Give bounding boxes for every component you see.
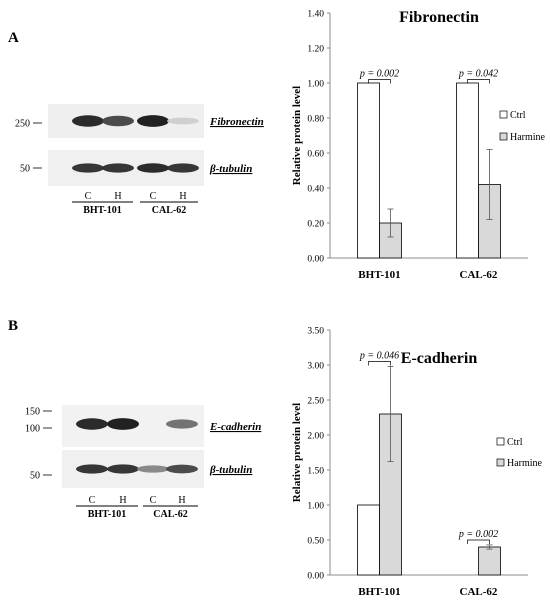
- lane-label: C: [150, 191, 157, 202]
- legend-label: Ctrl: [510, 110, 526, 121]
- lane-label: C: [85, 191, 92, 202]
- bar-ctrl-bht-101: [357, 504, 380, 576]
- lane-label: H: [178, 495, 185, 506]
- group-label: CAL-62: [153, 509, 187, 520]
- y-tick-label: 0.80: [307, 115, 324, 125]
- y-axis-label: Relative protein level: [291, 403, 303, 502]
- legend-label: Harmine: [507, 458, 543, 469]
- bar-ctrl-cal-62: [456, 82, 479, 259]
- protein-band: [166, 419, 198, 429]
- group-label: CAL-62: [152, 205, 186, 216]
- y-tick-label: 1.50: [307, 467, 324, 477]
- protein-band: [72, 163, 104, 173]
- significance-bracket: [467, 79, 490, 84]
- y-tick-label: 0.50: [307, 537, 324, 547]
- legend-label: Harmine: [510, 132, 546, 143]
- molecular-weight-marker: 100: [25, 424, 40, 435]
- lane-label: C: [150, 495, 157, 506]
- protein-band: [167, 117, 199, 125]
- p-value-label: p = 0.046: [359, 351, 399, 362]
- y-tick-label: 0.40: [307, 185, 324, 195]
- y-tick-label: 0.20: [307, 220, 324, 230]
- y-tick-label: 1.40: [307, 10, 324, 20]
- protein-band: [137, 163, 169, 173]
- protein-band: [137, 115, 169, 127]
- protein-band: [102, 163, 134, 173]
- protein-band: [102, 115, 134, 127]
- blot-band-label: β-tubulin: [209, 163, 252, 175]
- legend-swatch: [499, 132, 508, 141]
- bar-chart-e-cadherin: 0.00 0.50 1.00 1.50 2.00 2.50 3.00 3.50 E-cadher…: [291, 327, 543, 599]
- legend-swatch: [499, 110, 508, 119]
- molecular-weight-marker: 150: [25, 407, 40, 418]
- western-blot-a: Fibronectin β-tubulin 250 50 C H C H BHT-101 CAL-…: [15, 104, 264, 216]
- category-label: CAL-62: [460, 586, 498, 598]
- p-value-label: p = 0.002: [458, 529, 498, 540]
- panel-letter-a: A: [8, 30, 19, 46]
- significance-bracket: [368, 79, 391, 84]
- p-value-label: p = 0.002: [359, 69, 399, 80]
- protein-band: [107, 464, 139, 474]
- y-tick-label: 2.00: [307, 432, 324, 442]
- lane-label: H: [119, 495, 126, 506]
- protein-band: [76, 464, 108, 474]
- lane-label: H: [179, 191, 186, 202]
- category-label: BHT-101: [358, 269, 400, 281]
- y-axis-label: Relative protein level: [291, 86, 303, 185]
- bar-harmine-cal-62: [478, 546, 501, 576]
- panel-letter-b: B: [8, 318, 18, 334]
- category-label: BHT-101: [358, 586, 400, 598]
- molecular-weight-marker: 50: [20, 164, 30, 175]
- protein-band: [167, 163, 199, 173]
- group-label: BHT-101: [83, 205, 122, 216]
- legend-swatch: [496, 437, 505, 446]
- legend-swatch: [496, 458, 505, 467]
- category-label: CAL-62: [460, 269, 498, 281]
- chart-title: Fibronectin: [399, 9, 479, 26]
- y-tick-label: 0.00: [307, 255, 324, 265]
- legend-label: Ctrl: [507, 437, 523, 448]
- group-label: BHT-101: [88, 509, 127, 520]
- protein-band: [72, 115, 104, 127]
- significance-bracket: [368, 361, 391, 366]
- p-value-label: p = 0.042: [458, 69, 498, 80]
- protein-band: [76, 418, 108, 430]
- lane-label: H: [114, 191, 121, 202]
- molecular-weight-marker: 50: [30, 471, 40, 482]
- blot-band-label: E-cadherin: [209, 421, 261, 433]
- y-tick-label: 2.50: [307, 397, 324, 407]
- protein-band: [137, 465, 169, 473]
- bar-chart-fibronectin: 0.00 0.20 0.40 0.60 0.80 1.00 1.20 1.40 Fibronec…: [291, 9, 546, 281]
- western-blot-b: E-cadherin β-tubulin 150 100 50 C H C H BHT-101 CA…: [25, 405, 261, 520]
- y-tick-label: 1.00: [307, 502, 324, 512]
- significance-bracket: [467, 539, 490, 544]
- blot-band-label: β-tubulin: [209, 464, 252, 476]
- y-tick-label: 3.00: [307, 362, 324, 372]
- y-tick-label: 1.20: [307, 45, 324, 55]
- y-tick-label: 1.00: [307, 80, 324, 90]
- blot-band-label: Fibronectin: [209, 116, 264, 128]
- chart-title: E-cadherin: [401, 350, 478, 367]
- bar-ctrl-bht-101: [357, 82, 380, 259]
- lane-label: C: [89, 495, 96, 506]
- y-tick-label: 3.50: [307, 327, 324, 337]
- protein-band: [166, 464, 198, 474]
- molecular-weight-marker: 250: [15, 119, 30, 130]
- y-tick-label: 0.00: [307, 572, 324, 582]
- protein-band: [107, 418, 139, 430]
- y-tick-label: 0.60: [307, 150, 324, 160]
